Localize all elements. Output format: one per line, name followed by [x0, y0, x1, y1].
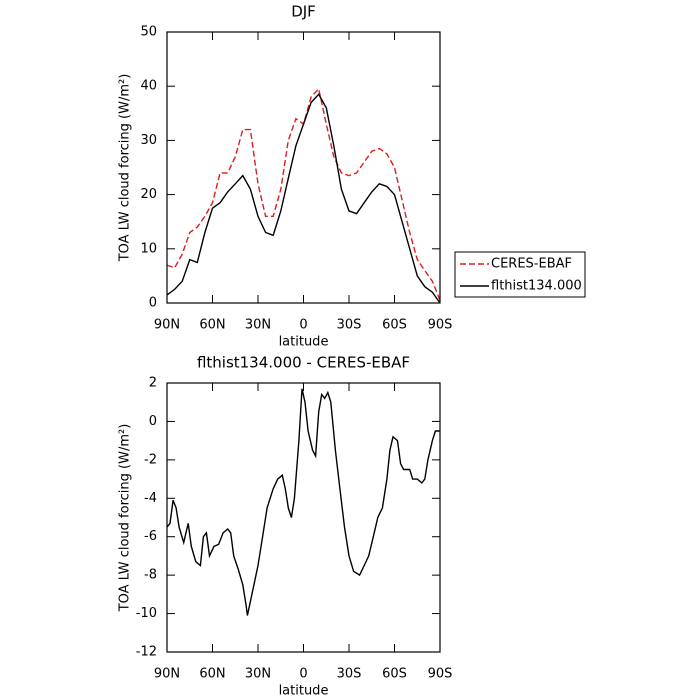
x-tick-label: 90N: [154, 667, 180, 682]
x-tick-label: 60S: [382, 667, 407, 682]
y-tick-label: 40: [140, 79, 157, 94]
x-tick-label: 60N: [199, 667, 225, 682]
x-tick-label: 0: [299, 318, 307, 333]
x-tick-label: 30S: [337, 318, 362, 333]
y-tick-label: 10: [140, 241, 157, 256]
y-tick-label: 50: [140, 25, 157, 40]
y-axis-label: TOA LW cloud forcing (W/m²): [118, 424, 133, 613]
legend-label: flthist134.000: [491, 279, 582, 294]
plot-frame: [166, 382, 441, 653]
x-axis-label: latitude: [279, 684, 329, 699]
chart-title: flthist134.000 - CERES-EBAF: [197, 354, 410, 372]
y-tick-label: 0: [149, 296, 157, 311]
y-tick-label: 0: [149, 414, 157, 429]
y-tick-label: -10: [136, 606, 157, 621]
data-line: [166, 87, 441, 301]
legend-label: CERES-EBAF: [491, 257, 572, 272]
y-tick-label: 30: [140, 133, 157, 148]
y-tick-label: -8: [144, 568, 157, 583]
x-tick-label: 60N: [199, 318, 225, 333]
y-tick-label: 20: [140, 187, 157, 202]
x-tick-label: 90S: [428, 667, 453, 682]
data-line: [166, 93, 441, 304]
x-tick-label: 30N: [245, 667, 271, 682]
plot-frame: [166, 31, 441, 304]
x-tick-label: 90N: [154, 318, 180, 333]
x-axis-label: latitude: [279, 335, 329, 350]
chart-title: DJF: [291, 3, 316, 21]
y-tick-label: -4: [144, 491, 157, 506]
y-tick-label: -12: [136, 645, 157, 660]
data-line: [166, 388, 440, 616]
y-tick-label: -2: [144, 452, 157, 467]
x-tick-label: 90S: [428, 318, 453, 333]
legend-box: [454, 251, 586, 298]
x-tick-label: 0: [299, 667, 307, 682]
x-tick-label: 30S: [337, 667, 362, 682]
x-tick-label: 30N: [245, 318, 271, 333]
y-axis-label: TOA LW cloud forcing (W/m²): [118, 74, 133, 263]
y-tick-label: 2: [149, 376, 157, 391]
y-tick-label: -6: [144, 529, 157, 544]
x-tick-label: 60S: [382, 318, 407, 333]
